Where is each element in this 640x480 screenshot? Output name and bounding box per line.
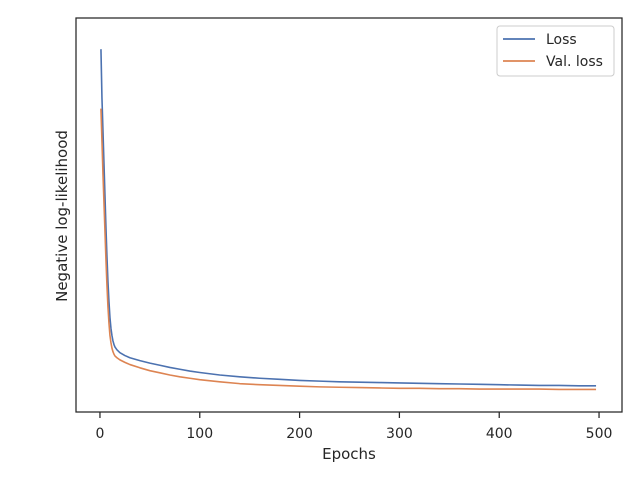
series-line-loss bbox=[100, 49, 597, 387]
x-tick-label: 400 bbox=[486, 426, 513, 442]
x-tick-label: 100 bbox=[186, 426, 213, 442]
legend: Loss Val. loss bbox=[496, 25, 615, 77]
y-axis-label: Negative log-likelihood bbox=[53, 130, 71, 302]
legend-label-val-loss: Val. loss bbox=[546, 54, 603, 70]
x-tick-label: 300 bbox=[386, 426, 413, 442]
plot-frame bbox=[75, 17, 623, 413]
x-tick-label: 500 bbox=[586, 426, 613, 442]
plot-marks bbox=[100, 49, 597, 391]
x-axis-label: Epochs bbox=[322, 445, 376, 463]
legend-label-loss: Loss bbox=[546, 32, 577, 48]
series-line-val-loss bbox=[100, 108, 597, 391]
x-tick-label: 0 bbox=[95, 426, 104, 442]
x-tick-label: 200 bbox=[286, 426, 313, 442]
x-axis-ticks: 0 100 200 300 400 500 bbox=[95, 412, 612, 442]
